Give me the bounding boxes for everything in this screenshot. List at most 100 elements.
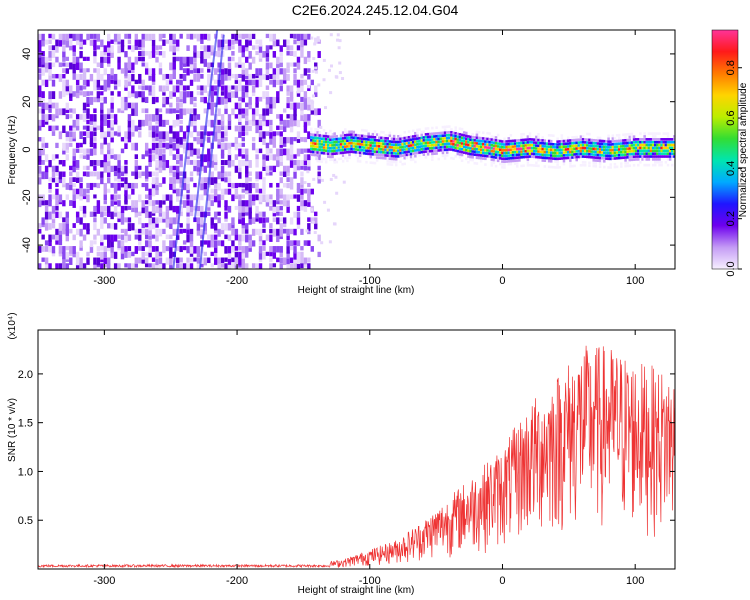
spectrogram-cell (245, 102, 249, 108)
spectrogram-cell (443, 134, 447, 137)
spectrogram-cell (399, 137, 402, 141)
spectrogram-cell (303, 240, 308, 246)
spectrogram-cell (210, 188, 214, 194)
spectrogram-cell (176, 79, 180, 85)
spectrogram-cell (179, 56, 183, 65)
spectrogram-cell (127, 119, 132, 128)
spectrogram-cell (289, 102, 294, 110)
spectrogram-cell (564, 156, 568, 160)
spectrogram-cell (245, 263, 249, 269)
spectrogram-cell (155, 142, 159, 149)
spectrogram-cell (390, 148, 394, 152)
spectrogram-cell (51, 91, 56, 100)
spectrogram-cell (520, 164, 523, 168)
spectrogram-cell (458, 127, 462, 130)
spectrogram-cell (138, 56, 142, 62)
spectrogram-cell (269, 182, 273, 188)
spectrogram-cell (100, 148, 104, 155)
spectrogram-cell (182, 85, 187, 91)
spectrogram-cell (365, 149, 368, 153)
spectrogram-cell (554, 160, 557, 163)
spectrogram-cell (217, 142, 221, 149)
spectrogram-cell (312, 150, 315, 154)
spectrogram-cell (238, 131, 242, 138)
spectrogram-cell (182, 177, 187, 183)
spectrogram-cell (594, 139, 598, 142)
spectrogram-cell (151, 96, 156, 105)
spectrogram-cell (241, 200, 245, 207)
spectrogram-cell (162, 96, 166, 105)
spectrogram-cell (107, 142, 111, 151)
spectrogram-cell (307, 119, 311, 126)
spectrogram-cell (227, 223, 232, 231)
spectrogram-cell (117, 171, 121, 179)
spectrogram-cell (210, 240, 214, 248)
spectrogram-cell (624, 136, 627, 139)
spectrogram-cell (172, 85, 176, 93)
spectrogram-cell (169, 171, 173, 176)
spectrogram-cell (431, 155, 434, 159)
spectrogram-cell (654, 158, 657, 161)
spectrogram-cell (189, 131, 194, 138)
spectrogram-cell (51, 234, 56, 240)
spectrogram-cell (569, 156, 572, 160)
spectrogram-cell (566, 156, 570, 160)
spectrogram-cell (220, 188, 225, 195)
spectrogram-cell (258, 45, 263, 53)
spectrogram-cell (117, 131, 121, 137)
spectrogram-cell (182, 240, 187, 245)
spectrogram-cell (93, 194, 97, 199)
spectrogram-cell (107, 79, 111, 88)
spectrogram-cell (120, 240, 125, 247)
spectrogram-cell (488, 140, 491, 144)
spectrogram-cell (454, 143, 457, 147)
spectrogram-cell (58, 108, 63, 116)
spectrogram-cell (443, 145, 447, 149)
spectrogram-cell (293, 108, 297, 117)
spectrogram-cell (72, 125, 76, 133)
spectrogram-cell (300, 188, 304, 195)
spectrogram-cell (630, 135, 634, 139)
spectrogram-cell (169, 91, 173, 99)
spectrogram-cell (569, 153, 572, 157)
spectrogram-cell (203, 182, 208, 190)
spectrogram-cell (289, 33, 294, 39)
spectrogram-cell (484, 154, 487, 158)
spectrogram-cell (471, 158, 474, 162)
spectrogram-cell (575, 152, 578, 156)
spectrogram-cell (320, 145, 324, 149)
spectrogram-cell (473, 161, 477, 165)
spectrogram-cell (666, 158, 670, 161)
spectrogram-cell (443, 157, 447, 160)
spectrogram-cell (316, 142, 319, 146)
spectrogram-cell (537, 147, 540, 150)
spectrogram-cell (399, 140, 402, 143)
spectrogram-cell (131, 269, 134, 274)
spectrogram-cell (607, 154, 610, 158)
spectrogram-cell (186, 45, 190, 51)
spectrogram-cell (293, 257, 297, 264)
spectrogram-cell (144, 177, 149, 182)
spectrogram-cell (428, 138, 432, 142)
spectrogram-cell (562, 154, 566, 157)
spectrogram-cell (203, 137, 208, 142)
spectrogram-cell (265, 148, 270, 156)
spectrogram-cell (590, 138, 593, 142)
spectrogram-cell (320, 134, 324, 138)
spectrogram-cell (341, 77, 345, 81)
spectrogram-cell (248, 119, 252, 125)
spectrogram-cell (363, 134, 366, 138)
spectrogram-cell (141, 45, 145, 51)
spectrogram-cell (141, 33, 145, 40)
spectrogram-cell (579, 155, 583, 159)
spectrogram-cell (72, 160, 76, 167)
spectrogram-cell (300, 96, 304, 102)
spectrogram-cell (424, 144, 428, 148)
spectrogram-cell (148, 148, 152, 154)
spectrogram-cell (289, 160, 294, 168)
spectrogram-cell (348, 156, 351, 159)
spectrogram-cell (296, 39, 301, 45)
colorbar: 0.00.20.40.60.8 Normalized spectral ampl… (711, 29, 749, 277)
spectrogram-cell (566, 153, 570, 157)
spectrogram-cell (322, 58, 326, 62)
